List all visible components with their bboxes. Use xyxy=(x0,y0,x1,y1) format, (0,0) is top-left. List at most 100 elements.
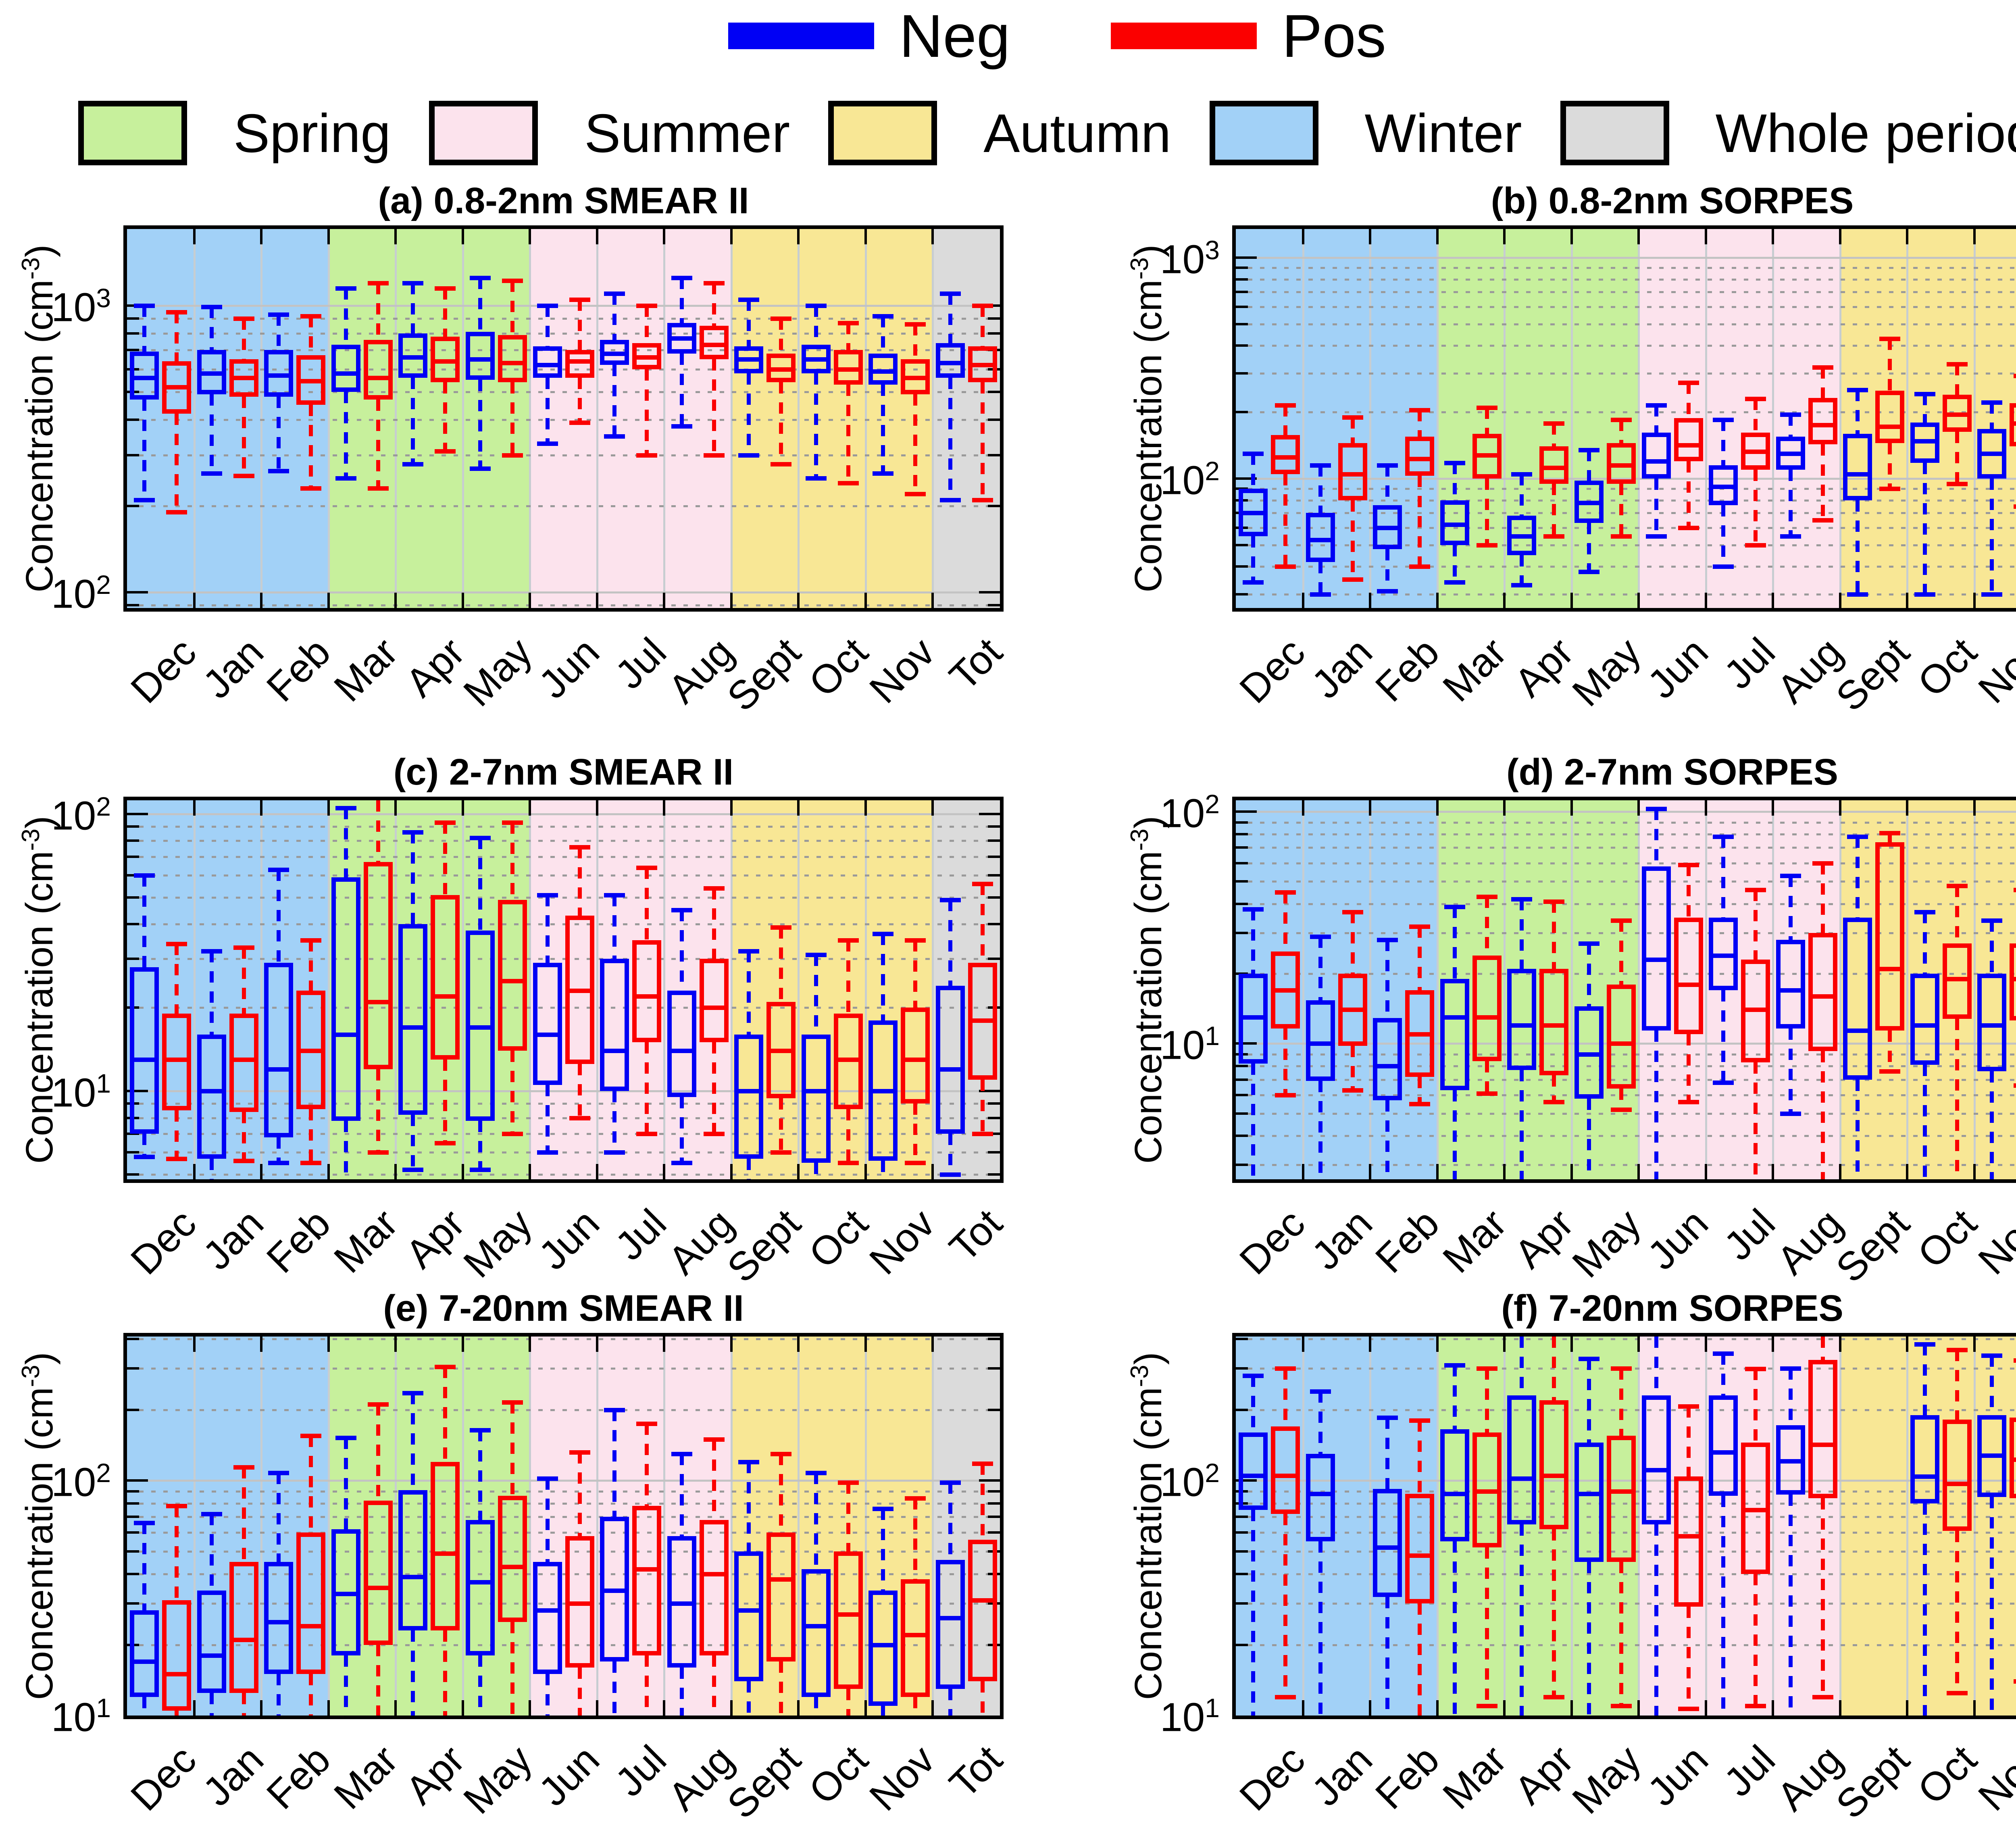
median-line xyxy=(968,363,997,368)
median-line xyxy=(1674,443,1703,448)
box xyxy=(1306,1000,1335,1081)
vertical-gridline xyxy=(193,229,196,608)
median-line xyxy=(1808,1443,1837,1447)
x-tick-mark xyxy=(1570,593,1573,608)
x-tick-label: Jan xyxy=(1303,1200,1381,1278)
y-tick-mark xyxy=(1236,278,1248,281)
upper-whisker-cap xyxy=(402,1391,424,1395)
lower-whisker xyxy=(1485,1547,1489,1706)
lower-whisker xyxy=(1654,479,1658,536)
lower-whisker xyxy=(1754,469,1758,545)
minor-gridline xyxy=(1236,1338,2016,1341)
lower-whisker-cap xyxy=(671,1161,692,1166)
spring-swatch xyxy=(78,101,187,165)
x-tick-mark xyxy=(797,593,800,608)
median-line xyxy=(1574,500,1604,505)
x-tick-mark xyxy=(260,229,263,244)
lower-whisker-cap xyxy=(1812,1695,1833,1699)
lower-whisker-cap xyxy=(1444,580,1465,585)
y-axis-label-text: ) xyxy=(1127,1352,1170,1365)
autumn-swatch xyxy=(828,101,937,165)
upper-whisker-cap xyxy=(2014,1358,2016,1363)
lower-whisker-cap xyxy=(1310,592,1331,597)
x-tick-mark xyxy=(1772,593,1774,608)
lower-whisker-cap xyxy=(1780,534,1801,539)
upper-whisker-cap xyxy=(1578,941,1599,946)
y-tick-mark xyxy=(988,1338,1000,1341)
lower-whisker-cap xyxy=(1678,1100,1699,1105)
box xyxy=(162,1600,192,1711)
upper-whisker xyxy=(1922,1344,1927,1415)
upper-whisker-cap xyxy=(905,1496,926,1501)
median-line xyxy=(868,369,898,374)
x-tick-label: Jun xyxy=(530,629,608,707)
upper-whisker xyxy=(1552,1337,1556,1400)
upper-whisker-cap xyxy=(537,303,558,308)
median-line xyxy=(667,336,696,341)
lower-whisker xyxy=(1485,1061,1489,1093)
y-axis-label: Concentration (cm-3) xyxy=(17,1352,62,1700)
x-tick-mark xyxy=(1503,593,1506,608)
box xyxy=(331,345,360,392)
upper-whisker xyxy=(175,312,179,361)
y-tick-mark xyxy=(127,1502,139,1505)
x-tick-label: Nov xyxy=(861,1736,944,1820)
lower-whisker-cap xyxy=(771,462,792,466)
x-tick-mark xyxy=(327,593,330,608)
lower-whisker-cap xyxy=(2014,1679,2016,1684)
lower-whisker xyxy=(142,1134,147,1157)
minor-gridline xyxy=(127,1133,1000,1135)
vertical-gridline xyxy=(1436,1337,1439,1716)
lower-whisker-cap xyxy=(905,492,926,497)
x-tick-mark xyxy=(1637,800,1640,816)
y-tick-mark xyxy=(127,332,139,335)
x-tick-mark xyxy=(596,593,598,608)
upper-whisker-cap xyxy=(972,881,993,886)
minor-gridline xyxy=(127,368,1000,371)
upper-whisker xyxy=(443,1366,448,1462)
x-tick-mark xyxy=(1369,1164,1372,1179)
lower-whisker-cap xyxy=(1409,1101,1431,1106)
y-tick-mark xyxy=(127,1516,139,1518)
x-tick-mark xyxy=(327,1337,330,1352)
plot-area xyxy=(1232,797,2016,1183)
box xyxy=(1674,1476,1703,1607)
box xyxy=(533,1562,562,1674)
lower-whisker xyxy=(1888,443,1892,489)
y-tick-label: 101 xyxy=(1160,1693,1220,1740)
box xyxy=(868,1591,898,1706)
y-tick-mark xyxy=(1236,821,1248,824)
upper-whisker-cap xyxy=(738,1460,760,1464)
x-tick-label: Sept xyxy=(1827,629,1918,720)
box xyxy=(667,991,696,1097)
y-tick-mark xyxy=(127,958,139,960)
x-tick-label: Apr xyxy=(397,1200,474,1277)
x-tick-mark xyxy=(1570,229,1573,244)
lower-whisker-cap xyxy=(703,1132,725,1137)
upper-whisker xyxy=(1686,865,1691,918)
median-line xyxy=(1910,1474,1939,1479)
vertical-gridline xyxy=(1436,229,1439,608)
upper-whisker xyxy=(1721,420,1726,466)
upper-whisker-cap xyxy=(972,1462,993,1466)
y-tick-mark xyxy=(988,454,1000,457)
legend-label: Autumn xyxy=(983,102,1171,164)
x-tick-mark xyxy=(1570,1337,1573,1352)
upper-whisker xyxy=(612,895,617,959)
lower-whisker-cap xyxy=(1745,543,1766,548)
major-gridline xyxy=(127,304,1000,307)
x-tick-mark xyxy=(1637,229,1640,244)
y-tick-mark xyxy=(1236,846,1248,849)
median-line xyxy=(1977,1023,2007,1028)
lower-whisker xyxy=(1587,523,1591,572)
lower-whisker xyxy=(1552,1529,1556,1697)
lower-whisker xyxy=(1888,1030,1892,1072)
minor-gridline xyxy=(1236,499,2016,502)
lower-whisker-cap xyxy=(703,453,725,458)
minor-gridline xyxy=(1236,1409,2016,1411)
x-tick-mark xyxy=(1704,1700,1707,1716)
y-axis-label-text: Concentration (cm xyxy=(1127,279,1170,593)
minor-gridline xyxy=(127,349,1000,351)
lower-whisker xyxy=(679,1097,684,1163)
median-line xyxy=(600,1048,629,1053)
